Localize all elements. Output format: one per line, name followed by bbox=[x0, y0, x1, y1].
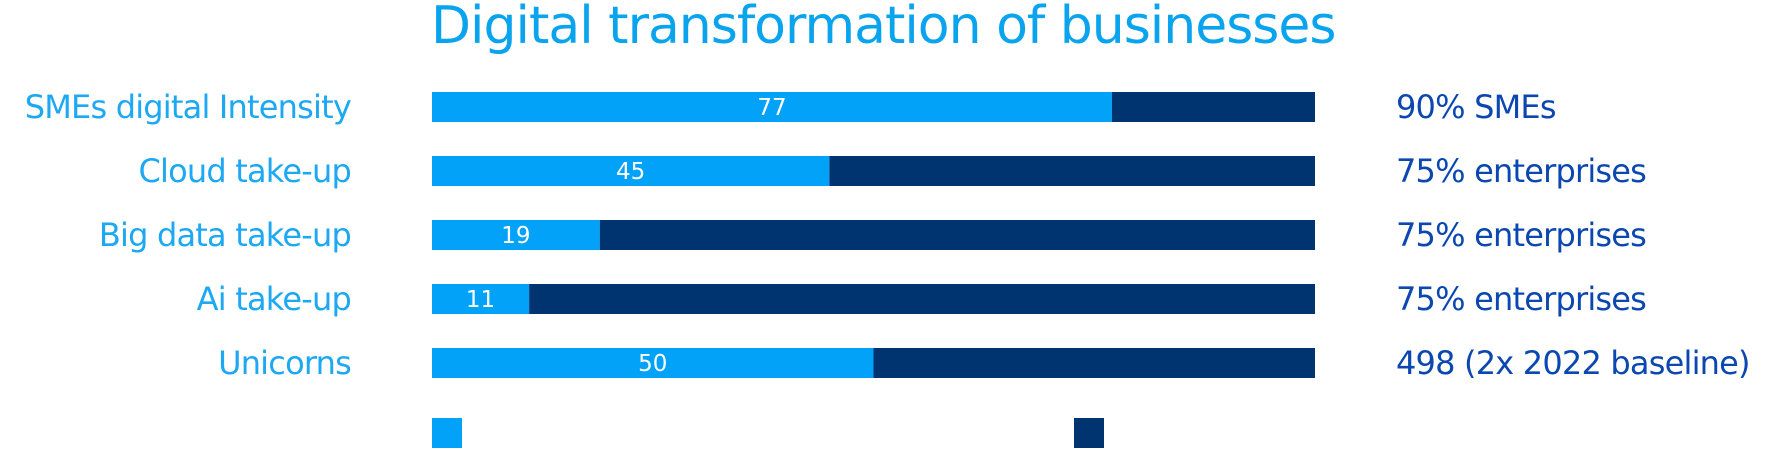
bar-row: Ai take-up 11 75% enterprises bbox=[197, 280, 1647, 318]
bar-remaining bbox=[529, 284, 1315, 314]
legend-swatch-current bbox=[432, 418, 462, 448]
legend bbox=[432, 418, 1104, 448]
bar-remaining bbox=[829, 156, 1315, 186]
bar-current bbox=[432, 220, 600, 250]
bar-current bbox=[432, 348, 874, 378]
bar-remaining bbox=[1111, 92, 1315, 122]
legend-swatch-remaining bbox=[1074, 418, 1104, 448]
bar-row: Unicorns 50 498 (2x 2022 baseline) bbox=[218, 344, 1750, 382]
bar-row: Cloud take-up 45 75% enterprises bbox=[138, 152, 1647, 190]
bars-group: SMEs digital Intensity 77 90% SMEs Cloud ta… bbox=[25, 88, 1751, 382]
bar-value-label: 11 bbox=[466, 287, 495, 313]
target-label: 75% enterprises bbox=[1396, 216, 1646, 254]
bar-row: Big data take-up 19 75% enterprises bbox=[99, 216, 1647, 254]
bar-value-label: 19 bbox=[501, 223, 530, 249]
chart-title: Digital transformation of businesses bbox=[431, 0, 1336, 56]
category-label: SMEs digital Intensity bbox=[25, 88, 351, 126]
target-label: 75% enterprises bbox=[1396, 152, 1646, 190]
category-label: Ai take-up bbox=[197, 280, 351, 318]
category-label: Unicorns bbox=[218, 344, 351, 382]
bar-remaining bbox=[873, 348, 1315, 378]
bar-remaining bbox=[599, 220, 1315, 250]
bar-row: SMEs digital Intensity 77 90% SMEs bbox=[25, 88, 1557, 126]
bar-value-label: 77 bbox=[757, 95, 786, 121]
category-label: Cloud take-up bbox=[138, 152, 351, 190]
target-label: 90% SMEs bbox=[1396, 88, 1556, 126]
bar-current bbox=[432, 92, 1112, 122]
target-label: 75% enterprises bbox=[1396, 280, 1646, 318]
bar-value-label: 45 bbox=[616, 159, 645, 185]
category-label: Big data take-up bbox=[99, 216, 351, 254]
target-label: 498 (2x 2022 baseline) bbox=[1396, 344, 1750, 382]
bar-value-label: 50 bbox=[638, 351, 667, 377]
bar-current bbox=[432, 284, 530, 314]
bar-current bbox=[432, 156, 830, 186]
